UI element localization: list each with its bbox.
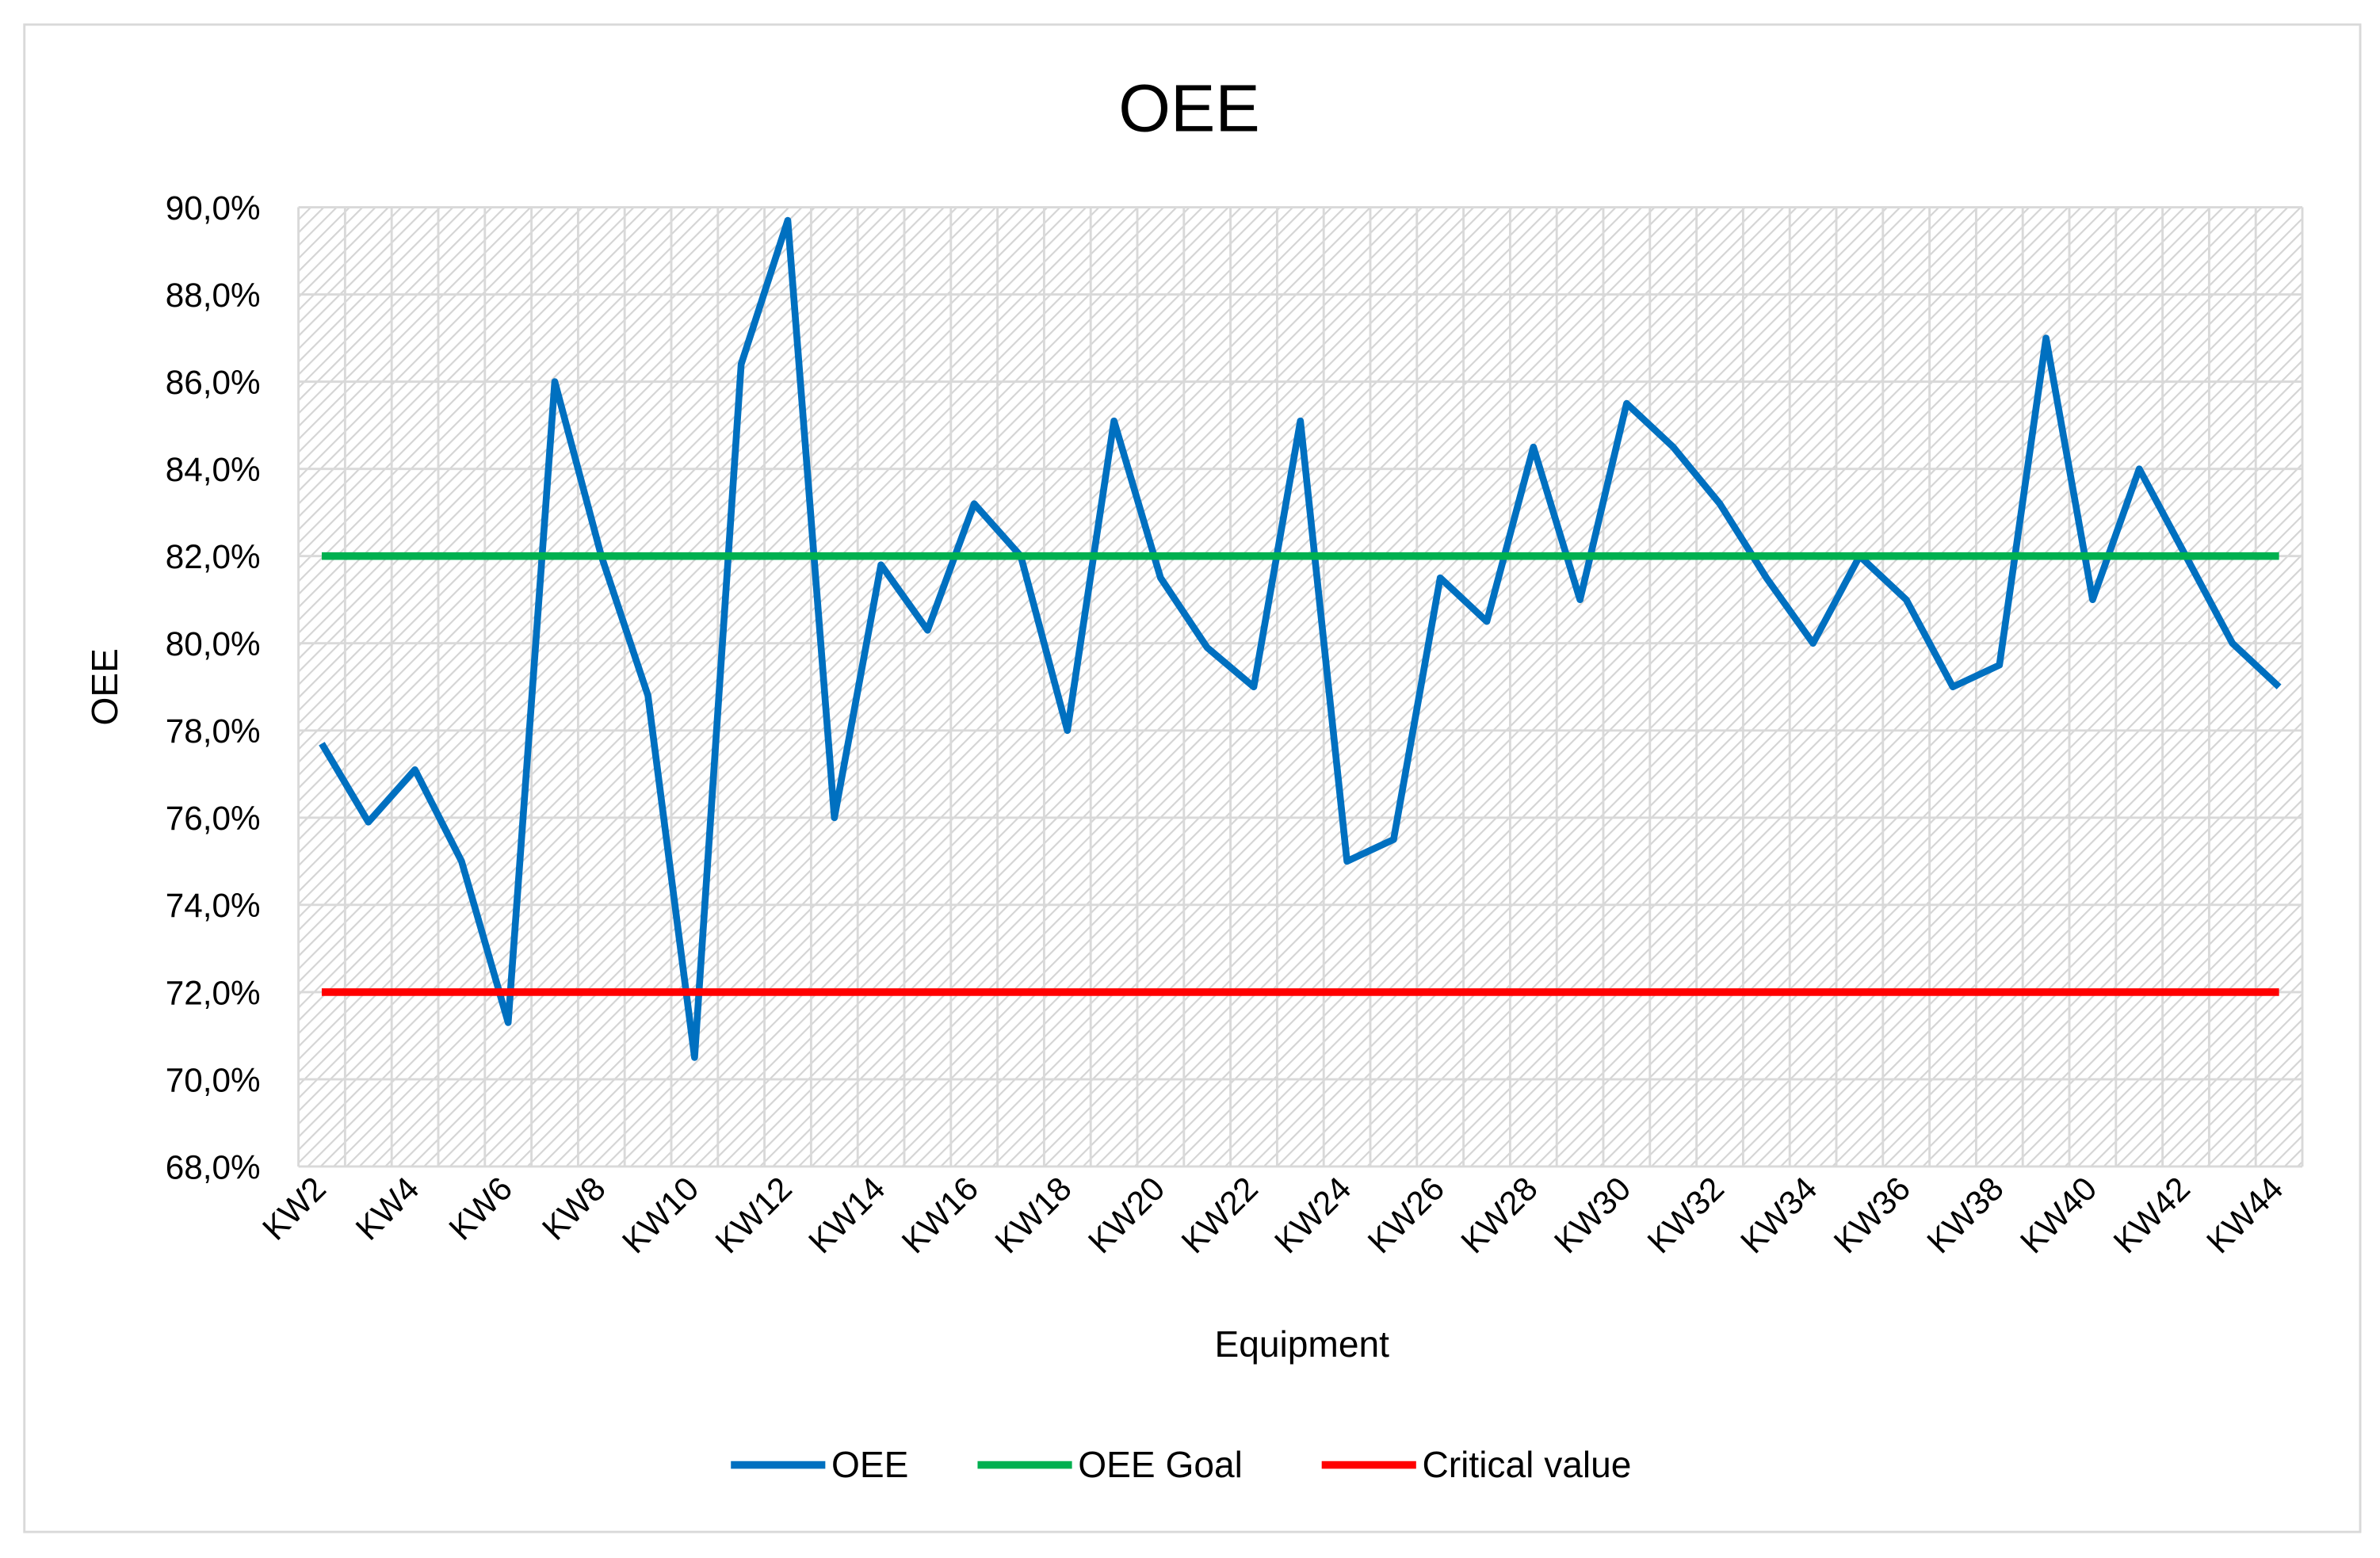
gridlines <box>297 206 2304 1168</box>
y-tick-label: 82,0% <box>166 538 261 575</box>
y-tick-label: 88,0% <box>166 277 261 314</box>
y-axis-label: OEE <box>84 648 125 725</box>
y-tick-label: 74,0% <box>166 887 261 924</box>
y-tick-label: 68,0% <box>166 1148 261 1186</box>
x-axis-label: Equipment <box>1214 1323 1389 1365</box>
plot-area <box>298 207 2303 1167</box>
legend: OEE OEE Goal Critical value <box>731 1444 1631 1485</box>
y-tick-label: 72,0% <box>166 974 261 1011</box>
legend-label: Critical value <box>1422 1444 1631 1485</box>
series-lines <box>319 216 2282 1061</box>
y-tick-label: 84,0% <box>166 451 261 488</box>
y-tick-label: 90,0% <box>166 189 261 227</box>
chart-title: OEE <box>1118 70 1259 145</box>
y-tick-label: 70,0% <box>166 1061 261 1098</box>
y-tick-label: 80,0% <box>166 625 261 663</box>
legend-label: OEE <box>831 1444 908 1485</box>
y-axis-ticks: 68,0% 70,0% 72,0% 74,0% 76,0% 78,0% 80,0% 82,0%… <box>166 189 261 1186</box>
y-tick-label: 86,0% <box>166 364 261 401</box>
y-tick-label: 76,0% <box>166 800 261 837</box>
legend-label: OEE Goal <box>1078 1444 1243 1485</box>
y-tick-label: 78,0% <box>166 712 261 750</box>
